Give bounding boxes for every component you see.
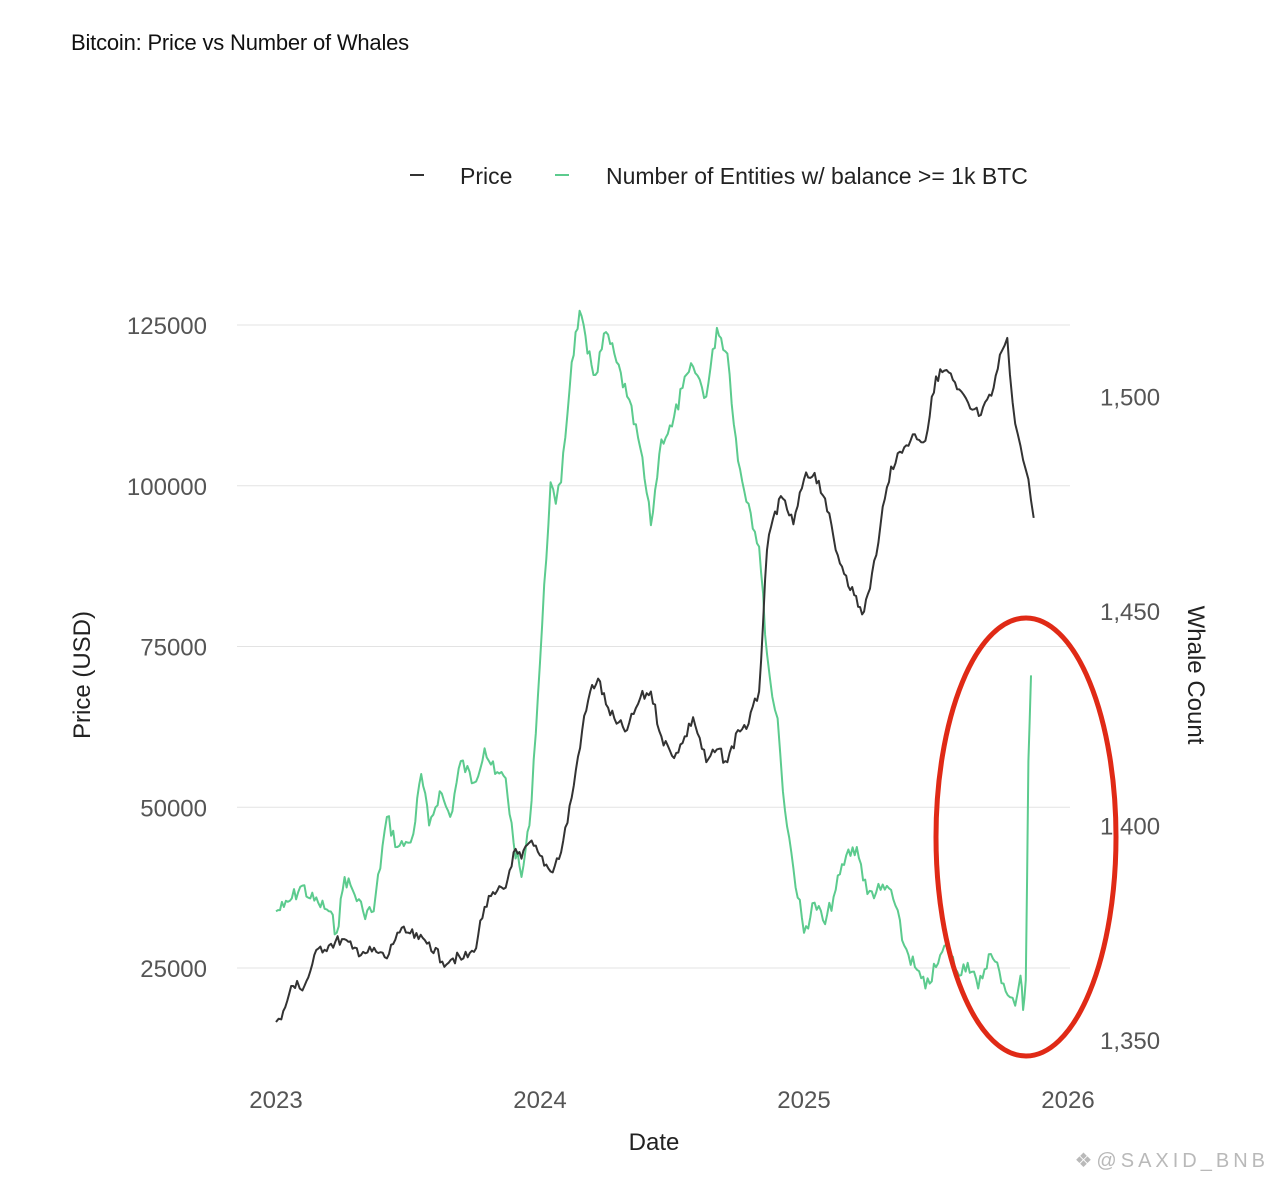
y2-tick-label: 1,450 [1100,599,1160,626]
y-axis-ticks: 25000 50000 75000 100000 125000 [127,313,207,983]
watermark: ❖@SAXID_BNB [1074,1150,1269,1172]
y2-axis-ticks: 1,350 1,400 1,450 1,500 [1100,385,1160,1056]
y-axis-label: Price (USD) [69,611,96,739]
x-axis-ticks: 2023 2024 2025 2026 [249,1087,1094,1114]
annotation-ellipse [933,615,1119,1059]
price-line [275,336,1035,1023]
x-tick-label: 2025 [777,1087,830,1114]
y2-tick-label: 1,350 [1100,1028,1160,1055]
y-tick-label: 125000 [127,313,207,340]
y2-axis-label: Whale Count [1182,606,1209,745]
y-tick-label: 50000 [140,795,207,822]
y-tick-label: 25000 [140,956,207,983]
y-tick-label: 100000 [127,474,207,501]
x-axis-label: Date [629,1129,680,1156]
legend: Price Number of Entities w/ balance >= 1… [410,163,1028,189]
chart-title: Bitcoin: Price vs Number of Whales [71,30,409,55]
grid [237,324,1070,969]
y2-tick-label: 1,400 [1100,814,1160,841]
y-tick-label: 75000 [140,635,207,662]
x-tick-label: 2024 [513,1087,566,1114]
whale-count-line [275,309,1032,1011]
y2-tick-label: 1,500 [1100,385,1160,412]
x-tick-label: 2023 [249,1087,302,1114]
legend-label-whales: Number of Entities w/ balance >= 1k BTC [606,163,1028,189]
series-whales [275,309,1032,1011]
x-tick-label: 2026 [1041,1087,1094,1114]
legend-label-price: Price [460,163,512,189]
series-price [275,336,1035,1023]
